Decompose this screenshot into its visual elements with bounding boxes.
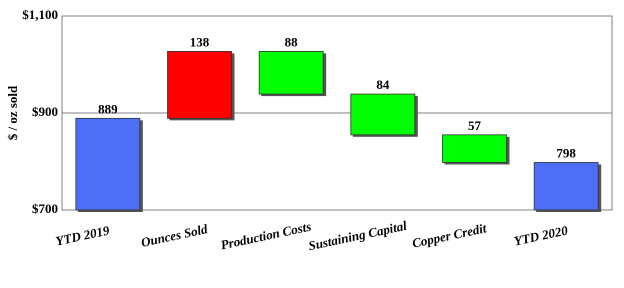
x-tick-label: Sustaining Capital <box>307 218 408 254</box>
bar <box>533 162 599 211</box>
value-label: 889 <box>98 101 118 116</box>
y-tick-label: $1,100 <box>22 7 58 22</box>
y-tick-label: $700 <box>32 201 58 216</box>
bar <box>350 93 416 136</box>
bar <box>167 51 232 119</box>
x-tick-label: Ounces Sold <box>140 221 210 250</box>
y-axis-label: $ / oz sold <box>5 85 20 140</box>
value-label: 84 <box>376 77 390 92</box>
value-label: 88 <box>285 34 299 49</box>
x-tick-label: Copper Credit <box>411 220 488 250</box>
plot-frame <box>61 15 613 211</box>
x-tick-label: YTD 2020 <box>513 222 570 248</box>
x-tick-label: Production Costs <box>219 219 312 253</box>
bar <box>75 117 141 211</box>
value-label: 138 <box>190 34 210 49</box>
value-label: 57 <box>468 118 482 133</box>
bar <box>442 134 507 163</box>
bar <box>258 51 324 95</box>
value-label: 798 <box>556 145 576 160</box>
y-tick-label: $900 <box>32 104 58 119</box>
x-tick-label: YTD 2019 <box>54 222 111 248</box>
